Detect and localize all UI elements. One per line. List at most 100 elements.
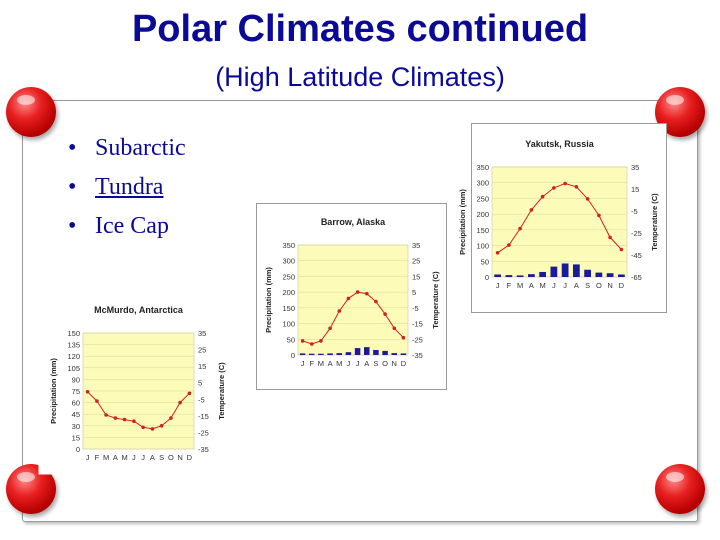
precipitation-bar	[364, 347, 370, 355]
x-tick-label: F	[309, 359, 314, 368]
y-tick-label: 250	[476, 194, 489, 203]
y-tick-label: 150	[476, 226, 489, 235]
temperature-point	[300, 339, 305, 343]
x-tick-label: J	[301, 359, 305, 368]
x-tick-label: J	[347, 359, 351, 368]
temperature-point	[159, 424, 164, 428]
bullet-item-tundra[interactable]: • Tundra	[68, 172, 186, 211]
y2-tick-label: 5	[198, 379, 202, 388]
precipitation-bar	[336, 353, 342, 355]
y2-tick-label: -25	[198, 428, 209, 437]
x-tick-label: A	[364, 359, 369, 368]
precipitation-bar	[516, 275, 524, 277]
y2-tick-label: -45	[631, 251, 642, 260]
temperature-point	[529, 208, 534, 212]
y2-tick-label: -5	[631, 207, 638, 216]
x-tick-label: J	[356, 359, 360, 368]
precipitation-bar	[345, 352, 352, 355]
bullet-text: Subarctic	[95, 135, 186, 161]
temperature-point	[104, 413, 108, 417]
temperature-point	[337, 309, 342, 313]
y2-axis-label: Temperature (C)	[217, 362, 226, 420]
climograph-barrow: Barrow, Alaska 350 300 250 200 150 100 50 0 35 25 1…	[256, 203, 447, 390]
temperature-point	[563, 181, 567, 186]
x-tick-label: J	[132, 453, 136, 462]
y2-tick-label: 35	[631, 163, 639, 172]
slide-title: Polar Climates continued	[131, 8, 589, 50]
y-tick-label: 0	[485, 273, 489, 282]
y2-tick-label: -5	[198, 395, 205, 404]
precipitation-bar	[400, 353, 407, 355]
climograph-yakutsk: Yakutsk, Russia 350 300 250 200 150 100 50 0 35 15…	[458, 123, 667, 313]
temperature-point	[585, 197, 590, 201]
y2-tick-label: -15	[412, 320, 423, 329]
x-tick-label: J	[563, 281, 567, 290]
temperature-point	[132, 419, 136, 423]
x-tick-label: J	[86, 453, 90, 462]
temperature-line	[87, 391, 190, 430]
y-tick-label: 150	[282, 304, 295, 313]
temperature-point	[619, 247, 624, 252]
x-tick-label: N	[177, 453, 182, 462]
chart-title: Yakutsk, Russia	[525, 139, 595, 149]
y-tick-label: 50	[481, 257, 489, 266]
precipitation-bar	[550, 266, 558, 277]
precipitation-bar	[494, 274, 501, 277]
y2-tick-label: -35	[412, 351, 423, 360]
y2-tick-label: -25	[412, 335, 423, 344]
y-tick-label: 150	[67, 329, 80, 338]
precipitation-bar	[528, 274, 535, 277]
precipitation-bar	[606, 273, 614, 277]
tundra-link[interactable]: Tundra	[95, 174, 164, 200]
x-tick-label: A	[113, 453, 118, 462]
y2-tick-label: 15	[631, 185, 639, 194]
precipitation-bar	[539, 271, 546, 277]
temperature-point	[310, 342, 314, 346]
x-tick-label: M	[336, 359, 342, 368]
precipitation-bar	[327, 353, 333, 355]
x-tick-label: M	[540, 281, 546, 290]
x-tick-label: M	[517, 281, 523, 290]
y2-tick-label: 15	[198, 362, 206, 371]
slide-subtitle: (High Latitude Climates)	[215, 62, 505, 92]
bullet-text: Ice Cap	[95, 213, 169, 239]
y-axis-label: Precipitation (mm)	[49, 358, 58, 424]
y-tick-label: 0	[291, 351, 295, 360]
temperature-point	[85, 390, 90, 394]
x-tick-label: O	[596, 281, 602, 290]
y2-tick-label: -65	[631, 273, 642, 282]
temperature-point	[346, 296, 351, 301]
precipitation-bar	[505, 275, 513, 277]
y-tick-label: 300	[282, 257, 295, 266]
x-tick-label: A	[529, 281, 534, 290]
x-tick-label: D	[401, 359, 407, 368]
temperature-point	[518, 226, 522, 231]
temperature-point	[122, 417, 127, 422]
y2-tick-label: 25	[198, 346, 206, 355]
x-tick-label: J	[141, 453, 145, 462]
precipitation-bar	[584, 269, 591, 277]
y-tick-label: 60	[72, 399, 80, 408]
precipitation-bar	[618, 274, 625, 277]
temperature-point	[169, 416, 173, 420]
y2-tick-label: 25	[412, 257, 420, 266]
x-tick-label: A	[150, 453, 155, 462]
x-tick-label: S	[159, 453, 164, 462]
red-knob-bottom-right	[655, 464, 705, 514]
precipitation-bar	[309, 353, 315, 355]
temperature-point	[355, 290, 360, 294]
y-tick-label: 75	[72, 387, 80, 396]
temperature-point	[574, 185, 579, 189]
plot-area	[491, 166, 628, 278]
bullet-list: • Subarctic • Tundra • Ice Cap	[68, 133, 186, 250]
y-tick-label: 0	[76, 445, 80, 454]
y-tick-label: 100	[282, 320, 295, 329]
x-tick-label: N	[607, 281, 612, 290]
y-axis-label: Precipitation (mm)	[264, 267, 273, 333]
x-tick-label: O	[168, 453, 174, 462]
y-tick-label: 45	[72, 410, 80, 419]
y-tick-label: 200	[476, 210, 489, 219]
x-tick-label: S	[373, 359, 378, 368]
precipitation-bar	[561, 263, 569, 277]
y-tick-label: 135	[67, 341, 80, 350]
